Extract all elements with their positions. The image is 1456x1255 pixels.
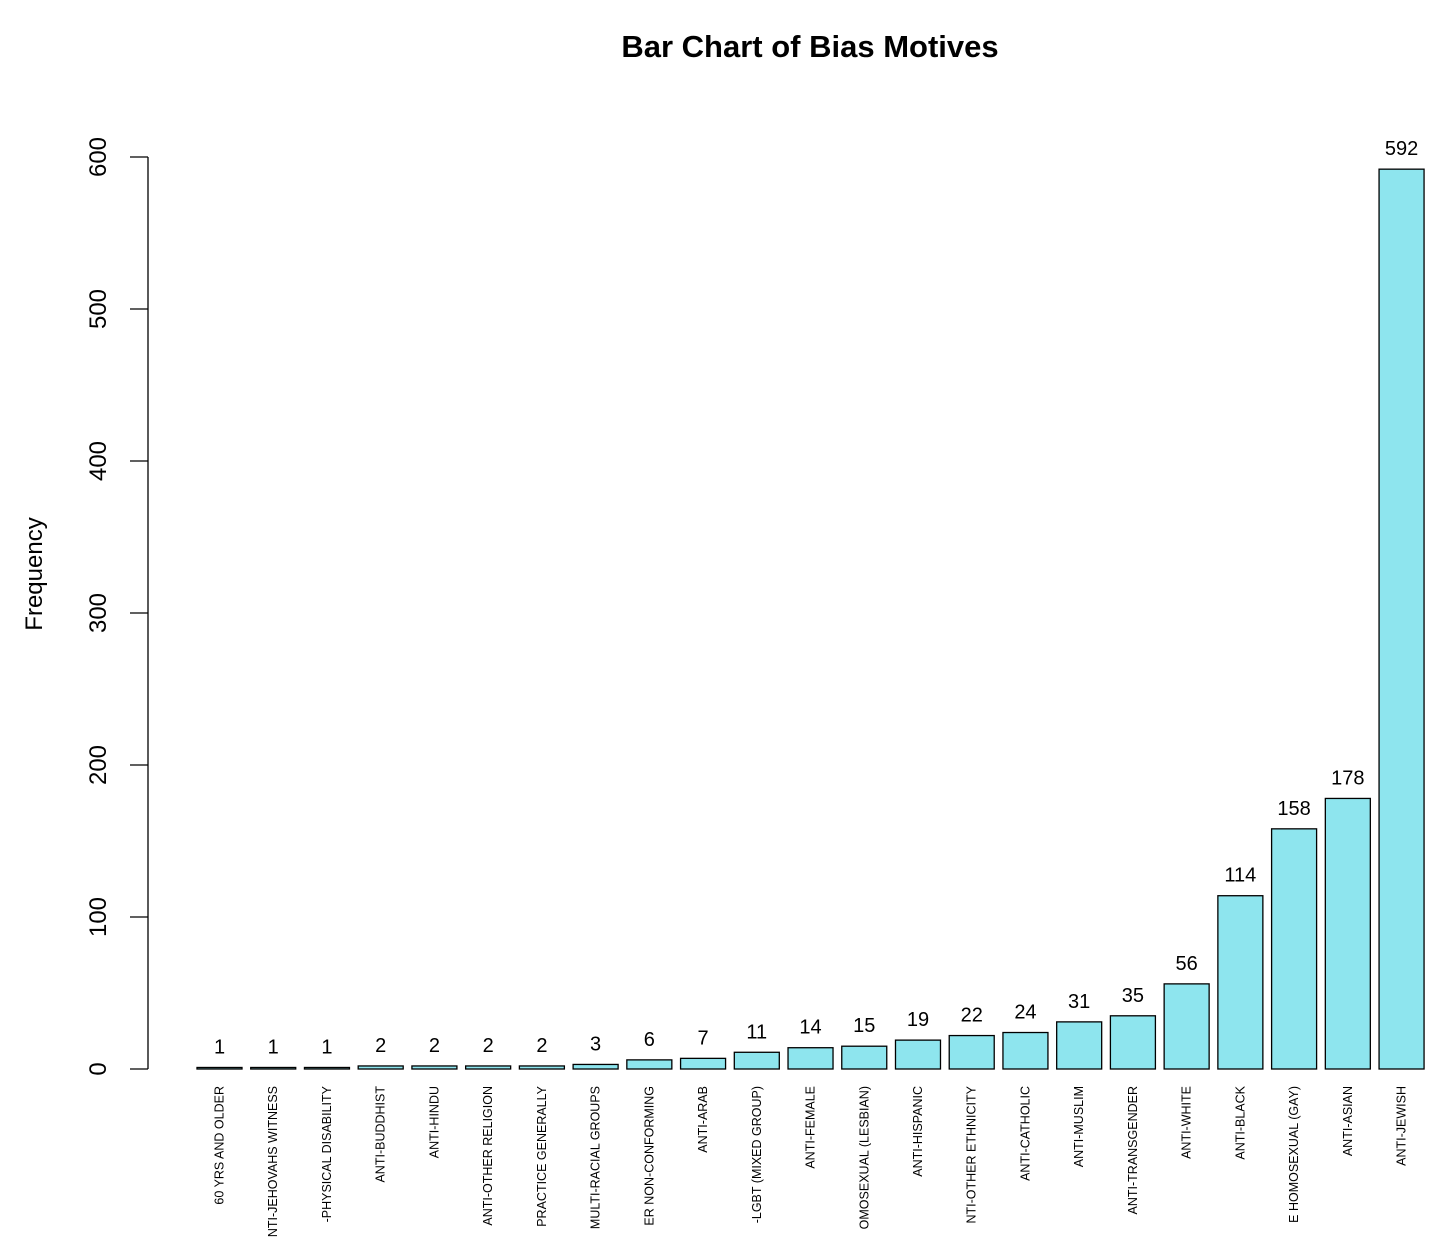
category-label: E HOMOSEXUAL (GAY) — [1287, 1086, 1301, 1223]
bar — [1163, 983, 1210, 1070]
category-label: ANTI-MUSLIM — [1072, 1086, 1086, 1167]
bar-value-label: 2 — [536, 1035, 547, 1057]
bar — [948, 1034, 995, 1070]
bar-value-label: 56 — [1176, 953, 1198, 975]
category-label: ANTI-ARAB — [696, 1086, 710, 1153]
bar — [357, 1065, 404, 1070]
bar-value-label: 19 — [907, 1009, 929, 1031]
bar-value-label: 31 — [1068, 991, 1090, 1013]
bar-value-label: 3 — [590, 1033, 601, 1055]
bar — [1324, 797, 1371, 1070]
bar — [1270, 828, 1318, 1070]
category-label: ANTI-HISPANIC — [911, 1086, 925, 1177]
y-tick-label: 500 — [85, 289, 112, 329]
category-label: -LGBT (MIXED GROUP) — [750, 1086, 764, 1223]
bar-value-label: 1 — [268, 1036, 279, 1058]
category-label: ER NON-CONFORMING — [642, 1086, 656, 1226]
bar-value-label: 178 — [1331, 767, 1364, 789]
chart-title: Bar Chart of Bias Motives — [621, 29, 998, 64]
bar-value-label: 14 — [799, 1017, 821, 1039]
category-label: OMOSEXUAL (LESBIAN) — [857, 1086, 871, 1229]
bar-value-label: 15 — [853, 1015, 875, 1037]
category-label: ANTI-FEMALE — [804, 1086, 818, 1169]
y-tick-label: 0 — [85, 1062, 112, 1075]
y-tick-label: 200 — [85, 745, 112, 785]
bar — [196, 1066, 243, 1070]
category-label: PRACTICE GENERALLY — [535, 1085, 549, 1226]
category-label: MULTI-RACIAL GROUPS — [589, 1086, 603, 1229]
bar-value-label: 6 — [644, 1029, 655, 1051]
y-tick-label: 400 — [85, 441, 112, 481]
category-label: ANTI-JEWISH — [1395, 1086, 1409, 1166]
bar — [626, 1059, 673, 1070]
bar — [841, 1045, 888, 1070]
bar-value-label: 114 — [1224, 865, 1256, 887]
category-label: ANTI-HINDU — [427, 1086, 441, 1158]
y-tick-label: 300 — [85, 593, 112, 633]
bar-value-label: 2 — [483, 1035, 494, 1057]
bar — [464, 1065, 512, 1070]
bar-value-label: 1 — [321, 1036, 332, 1058]
bar-value-label: 158 — [1277, 798, 1310, 820]
bar-value-label: 2 — [429, 1035, 440, 1057]
bar — [894, 1039, 942, 1070]
y-tick-label: 100 — [85, 897, 112, 937]
category-label: ANTI-BUDDHIST — [374, 1086, 388, 1183]
bar — [1002, 1031, 1049, 1070]
bar — [679, 1057, 727, 1070]
bars-group — [196, 168, 1425, 1070]
bar-value-label: 11 — [746, 1021, 767, 1043]
y-tick-label: 600 — [85, 137, 112, 177]
bar-value-label: 22 — [961, 1005, 983, 1027]
bar — [250, 1066, 297, 1070]
bar — [572, 1063, 619, 1070]
bar — [1056, 1021, 1103, 1070]
category-label: ANTI-WHITE — [1180, 1086, 1194, 1159]
bar — [1109, 1015, 1157, 1070]
bar — [518, 1065, 566, 1070]
category-label: NTI-JEHOVAHS WITNESS — [266, 1086, 280, 1237]
bar — [1217, 895, 1264, 1070]
category-label: ANTI-CATHOLIC — [1018, 1086, 1032, 1181]
category-label: ANTI-TRANSGENDER — [1126, 1086, 1140, 1214]
category-label: 60 YRS AND OLDER — [213, 1086, 227, 1205]
bar — [733, 1051, 780, 1070]
bar-value-label: 24 — [1014, 1002, 1036, 1024]
bar — [1378, 168, 1425, 1070]
bar-value-label: 1 — [214, 1036, 225, 1058]
category-label: NTI-OTHER ETHNICITY — [965, 1085, 979, 1223]
category-label: ANTI-ASIAN — [1341, 1086, 1355, 1156]
bar — [787, 1047, 834, 1070]
category-label: -PHYSICAL DISABILITY — [320, 1085, 334, 1222]
bar-value-label: 35 — [1122, 985, 1144, 1007]
y-axis-label: Frequency — [21, 517, 48, 630]
category-labels-group: 60 YRS AND OLDER NTI-JEHOVAHS WITNESS -PHY… — [213, 1085, 1409, 1237]
bar-value-label: 7 — [698, 1027, 709, 1049]
bar-value-label: 2 — [375, 1035, 386, 1057]
bar — [411, 1065, 458, 1070]
category-label: ANTI-BLACK — [1233, 1085, 1247, 1159]
y-axis: 0 100 200 300 400 500 600 — [85, 137, 149, 1076]
bar — [303, 1066, 351, 1070]
bar-value-label: 592 — [1385, 138, 1418, 160]
category-label: ANTI-OTHER RELIGION — [481, 1086, 495, 1226]
